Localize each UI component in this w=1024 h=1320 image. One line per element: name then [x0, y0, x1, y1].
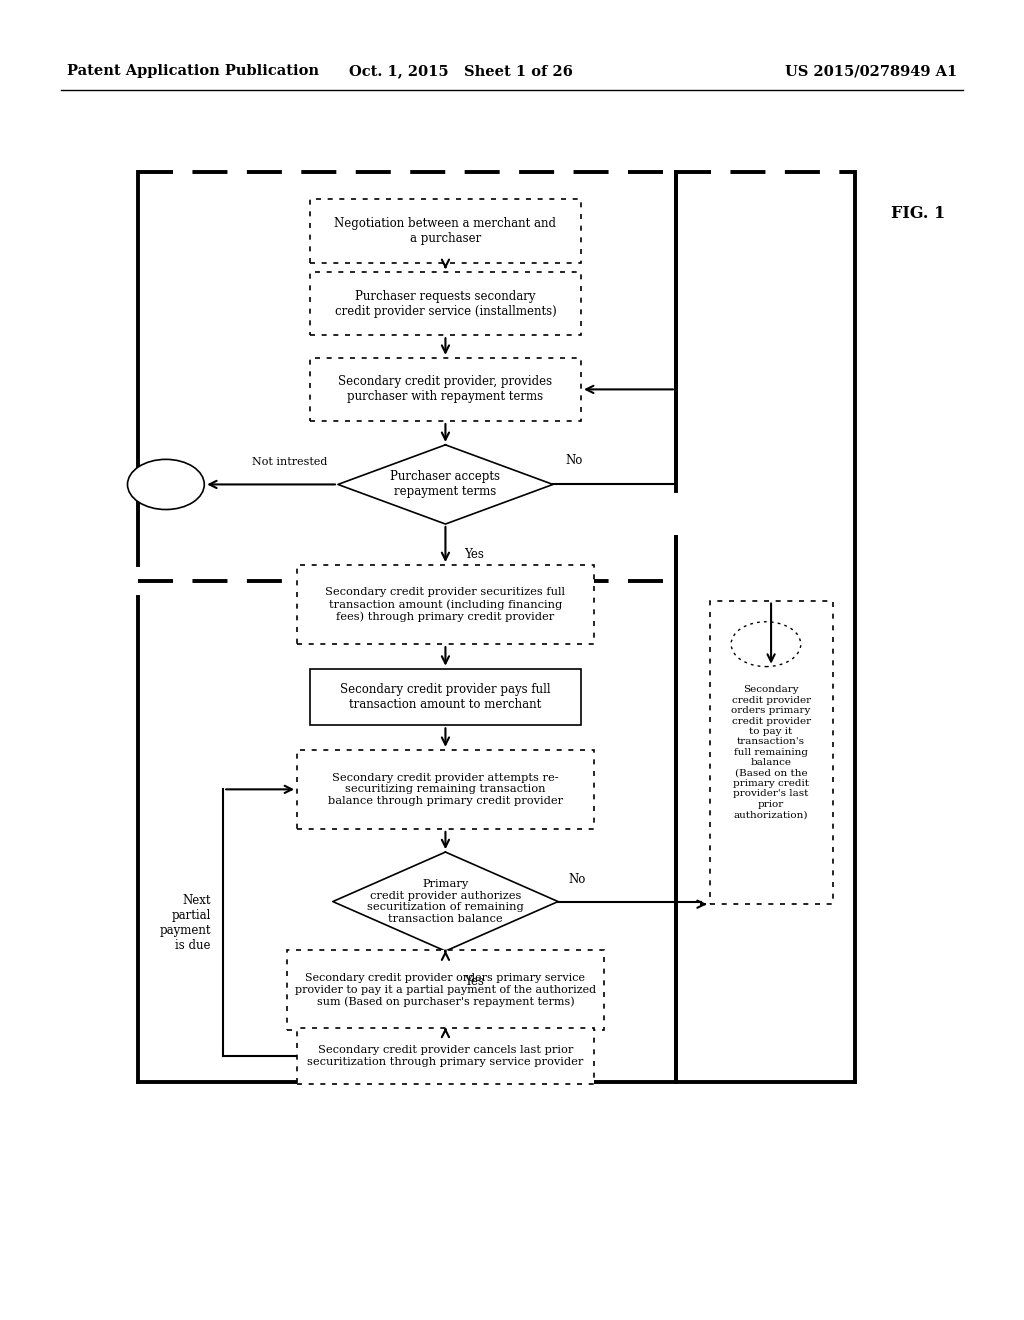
- Ellipse shape: [127, 459, 205, 510]
- Bar: [309, 668, 582, 726]
- Text: Secondary credit provider attempts re-
securitizing remaining transaction
balanc: Secondary credit provider attempts re- s…: [328, 772, 563, 807]
- Text: No: No: [565, 454, 583, 467]
- Polygon shape: [333, 853, 558, 950]
- Bar: [297, 1028, 594, 1085]
- Text: US 2015/0278949 A1: US 2015/0278949 A1: [785, 65, 957, 78]
- Text: Yes: Yes: [464, 974, 483, 987]
- Polygon shape: [338, 445, 553, 524]
- Text: Patent Application Publication: Patent Application Publication: [67, 65, 318, 78]
- Text: Secondary
credit provider
orders primary
credit provider
to pay it
transaction's: Secondary credit provider orders primary…: [731, 685, 811, 820]
- Text: No: No: [568, 873, 586, 886]
- Text: Secondary credit provider cancels last prior
securitization through primary serv: Secondary credit provider cancels last p…: [307, 1045, 584, 1067]
- Text: Not intrested: Not intrested: [252, 457, 328, 467]
- Bar: [710, 601, 833, 904]
- Text: Purchaser accepts
repayment terms: Purchaser accepts repayment terms: [390, 470, 501, 499]
- Bar: [309, 358, 582, 421]
- Ellipse shape: [731, 622, 801, 667]
- Text: Primary
credit provider authorizes
securitization of remaining
transaction balan: Primary credit provider authorizes secur…: [367, 879, 524, 924]
- Text: Secondary credit provider orders primary service
provider to pay it a partial pa: Secondary credit provider orders primary…: [295, 973, 596, 1007]
- Bar: [297, 565, 594, 644]
- Bar: [309, 272, 582, 335]
- Text: Negotiation between a merchant and
a purchaser: Negotiation between a merchant and a pur…: [335, 216, 556, 246]
- Text: Secondary credit provider pays full
transaction amount to merchant: Secondary credit provider pays full tran…: [340, 682, 551, 711]
- Text: Yes: Yes: [464, 548, 483, 561]
- Text: Next
partial
payment
is due: Next partial payment is due: [160, 894, 211, 952]
- Text: Oct. 1, 2015   Sheet 1 of 26: Oct. 1, 2015 Sheet 1 of 26: [349, 65, 572, 78]
- Bar: [287, 950, 604, 1030]
- Bar: [309, 199, 582, 263]
- Bar: [297, 750, 594, 829]
- Text: Secondary credit provider, provides
purchaser with repayment terms: Secondary credit provider, provides purc…: [338, 375, 553, 404]
- Text: Secondary credit provider securitizes full
transaction amount (including financi: Secondary credit provider securitizes fu…: [326, 587, 565, 622]
- Text: Purchaser requests secondary
credit provider service (installments): Purchaser requests secondary credit prov…: [335, 289, 556, 318]
- Text: FIG. 1: FIG. 1: [891, 206, 945, 222]
